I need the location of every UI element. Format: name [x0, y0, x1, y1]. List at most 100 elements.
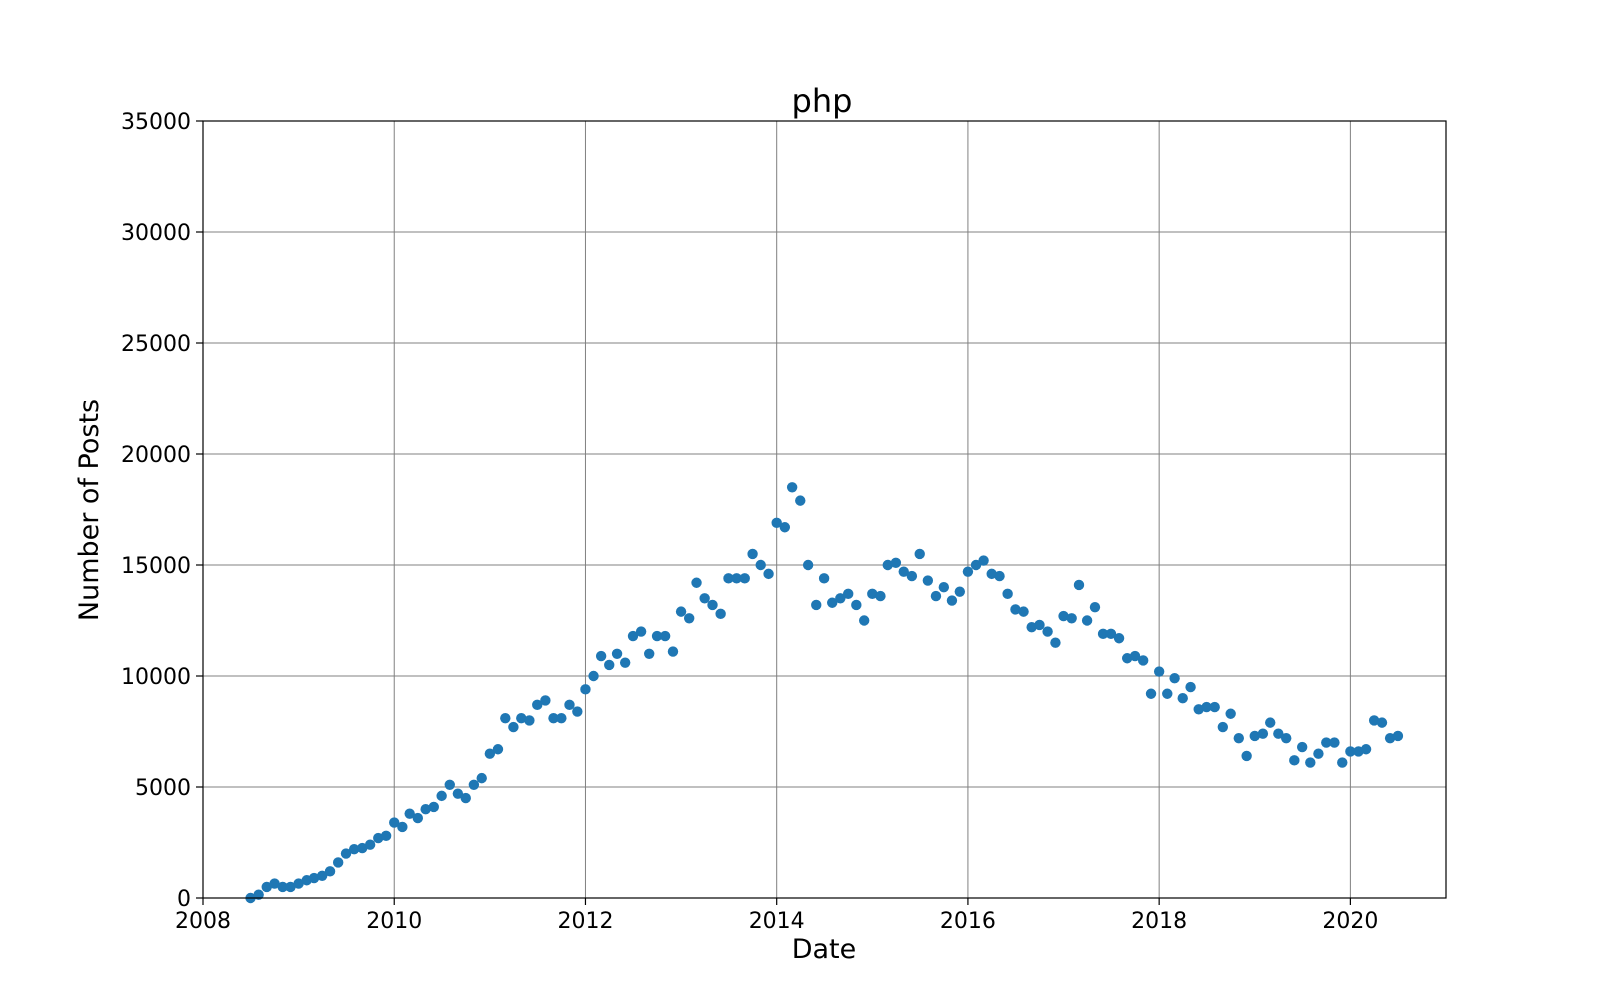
- data-point: [954, 586, 966, 597]
- data-point: [428, 801, 439, 813]
- data-point: [851, 599, 862, 611]
- data-point: [1217, 721, 1229, 733]
- data-point: [1360, 744, 1372, 755]
- x-tick-label: 2016: [940, 909, 996, 934]
- data-point: [540, 695, 551, 706]
- data-point: [516, 712, 527, 724]
- x-tick-label: 2018: [1131, 909, 1187, 934]
- data-point: [1097, 628, 1109, 640]
- data-point: [1042, 626, 1053, 637]
- data-point: [564, 699, 575, 711]
- data-point: [548, 712, 559, 724]
- data-point: [420, 804, 431, 815]
- data-point: [364, 839, 376, 850]
- data-point: [1345, 746, 1356, 757]
- data-point: [739, 573, 750, 584]
- data-point: [619, 657, 631, 668]
- data-point: [1050, 637, 1061, 648]
- data-point: [1337, 757, 1348, 768]
- data-point: [1145, 688, 1157, 699]
- y-tick-label: 20000: [121, 443, 191, 468]
- data-point: [1384, 732, 1396, 744]
- data-point: [898, 566, 909, 577]
- data-point: [922, 575, 934, 586]
- data-point: [1265, 717, 1276, 728]
- data-point: [978, 555, 989, 566]
- data-point: [611, 648, 623, 659]
- data-point: [786, 482, 798, 493]
- data-point: [970, 559, 982, 571]
- data-point: [1026, 621, 1037, 633]
- data-point: [683, 613, 695, 624]
- data-point: [397, 821, 408, 833]
- data-point: [389, 817, 400, 828]
- data-point: [843, 588, 854, 600]
- data-point: [818, 573, 830, 584]
- chart-title: php: [792, 82, 853, 120]
- data-point: [1225, 708, 1236, 719]
- data-point: [627, 630, 639, 642]
- data-point: [500, 712, 511, 724]
- data-point: [635, 626, 647, 637]
- data-point: [691, 577, 702, 588]
- data-point: [1241, 750, 1252, 762]
- data-point: [795, 495, 806, 506]
- y-tick-label: 10000: [121, 665, 191, 690]
- data-point: [580, 684, 591, 695]
- x-tick-label: 2020: [1322, 909, 1378, 934]
- data-point: [962, 566, 974, 577]
- data-point: [308, 872, 320, 884]
- data-point: [1073, 579, 1085, 591]
- data-point: [1209, 701, 1220, 713]
- data-point: [1137, 655, 1149, 666]
- data-point: [875, 590, 886, 602]
- data-point: [348, 843, 360, 855]
- data-points: [245, 482, 1404, 904]
- data-point: [644, 648, 655, 659]
- data-point: [1153, 666, 1165, 677]
- data-point: [1249, 730, 1260, 742]
- data-point: [404, 808, 415, 819]
- data-point: [1305, 757, 1316, 768]
- data-point: [986, 568, 997, 580]
- data-point: [707, 599, 718, 611]
- data-point: [452, 788, 464, 799]
- data-point: [1233, 732, 1244, 744]
- data-point: [532, 699, 543, 711]
- data-point: [938, 582, 950, 593]
- data-point: [1002, 588, 1013, 600]
- data-point: [675, 606, 687, 617]
- data-point: [1066, 613, 1077, 624]
- data-point: [667, 646, 679, 657]
- data-point: [858, 615, 870, 626]
- data-point: [763, 568, 774, 580]
- data-point: [1376, 717, 1388, 728]
- data-point: [811, 599, 822, 611]
- data-point: [1058, 610, 1069, 622]
- data-point: [324, 866, 336, 877]
- data-point: [261, 881, 272, 893]
- data-point: [1313, 748, 1324, 759]
- data-point: [492, 744, 504, 755]
- data-point: [1281, 732, 1292, 744]
- data-point: [882, 559, 893, 571]
- data-point: [285, 881, 296, 893]
- data-point: [316, 870, 328, 881]
- x-tick-label: 2012: [557, 909, 613, 934]
- y-tick-label: 30000: [121, 221, 191, 246]
- data-point: [1329, 737, 1340, 748]
- data-point: [1081, 615, 1093, 626]
- data-point: [476, 772, 487, 784]
- data-point: [1392, 730, 1404, 742]
- data-point: [1105, 628, 1117, 640]
- y-axis-label: Number of Posts: [74, 399, 105, 621]
- data-point: [731, 573, 742, 584]
- data-point: [755, 559, 766, 571]
- data-point: [1162, 688, 1173, 699]
- data-point: [827, 597, 838, 608]
- data-point: [1201, 701, 1212, 713]
- data-point: [436, 790, 447, 802]
- data-point: [994, 570, 1005, 582]
- x-tick-label: 2008: [175, 909, 231, 934]
